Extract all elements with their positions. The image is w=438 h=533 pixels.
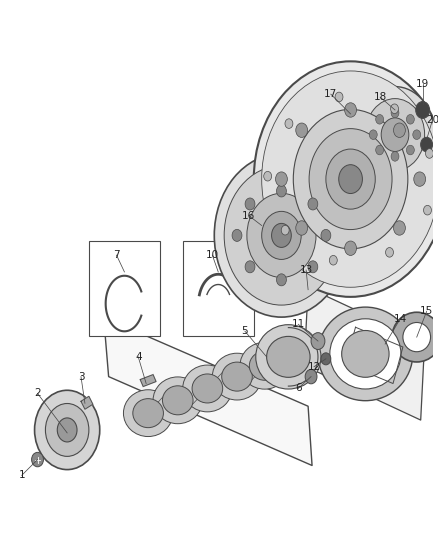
Text: 16: 16 bbox=[242, 211, 255, 221]
Circle shape bbox=[35, 390, 100, 470]
Circle shape bbox=[245, 261, 255, 273]
Circle shape bbox=[309, 128, 392, 230]
Circle shape bbox=[329, 255, 337, 265]
Polygon shape bbox=[140, 375, 156, 386]
Ellipse shape bbox=[162, 386, 193, 415]
Circle shape bbox=[381, 118, 409, 151]
Circle shape bbox=[345, 241, 357, 255]
Text: 20: 20 bbox=[426, 115, 438, 125]
Circle shape bbox=[321, 229, 331, 241]
Circle shape bbox=[281, 225, 289, 235]
Circle shape bbox=[416, 102, 430, 118]
Circle shape bbox=[57, 418, 77, 442]
Circle shape bbox=[264, 172, 272, 181]
Polygon shape bbox=[304, 288, 424, 420]
Circle shape bbox=[385, 247, 393, 257]
Circle shape bbox=[339, 165, 362, 193]
Circle shape bbox=[424, 205, 431, 215]
Ellipse shape bbox=[318, 307, 413, 401]
Circle shape bbox=[391, 104, 399, 114]
Text: 12: 12 bbox=[307, 362, 321, 372]
Circle shape bbox=[420, 138, 433, 152]
Circle shape bbox=[32, 453, 43, 467]
Ellipse shape bbox=[403, 322, 431, 352]
Text: 2: 2 bbox=[34, 389, 41, 398]
Circle shape bbox=[391, 108, 399, 118]
Circle shape bbox=[296, 123, 307, 138]
Text: 11: 11 bbox=[292, 319, 305, 329]
Circle shape bbox=[376, 145, 384, 155]
Circle shape bbox=[293, 109, 408, 249]
Circle shape bbox=[376, 115, 384, 124]
Circle shape bbox=[296, 221, 307, 235]
Circle shape bbox=[245, 198, 255, 210]
Text: 17: 17 bbox=[324, 89, 337, 99]
Circle shape bbox=[308, 261, 318, 273]
Circle shape bbox=[276, 172, 287, 187]
Ellipse shape bbox=[222, 362, 252, 391]
Ellipse shape bbox=[192, 374, 223, 403]
Text: 15: 15 bbox=[420, 306, 433, 317]
Circle shape bbox=[356, 86, 434, 183]
Ellipse shape bbox=[342, 330, 389, 377]
Circle shape bbox=[365, 99, 424, 171]
Text: 14: 14 bbox=[393, 314, 406, 325]
Text: 7: 7 bbox=[113, 250, 120, 260]
Circle shape bbox=[232, 229, 242, 241]
Polygon shape bbox=[346, 327, 403, 384]
Circle shape bbox=[414, 172, 426, 187]
Circle shape bbox=[406, 115, 414, 124]
Text: 3: 3 bbox=[78, 372, 84, 382]
Ellipse shape bbox=[392, 312, 438, 362]
Circle shape bbox=[406, 145, 414, 155]
Circle shape bbox=[369, 130, 377, 140]
Circle shape bbox=[261, 71, 438, 287]
Circle shape bbox=[345, 103, 357, 117]
Circle shape bbox=[254, 61, 438, 297]
Circle shape bbox=[276, 274, 286, 286]
Circle shape bbox=[224, 166, 339, 305]
Text: 13: 13 bbox=[300, 265, 313, 275]
Bar bbox=[183, 241, 254, 336]
Ellipse shape bbox=[240, 342, 290, 389]
Circle shape bbox=[46, 403, 89, 456]
Circle shape bbox=[308, 198, 318, 210]
Circle shape bbox=[276, 185, 286, 197]
Ellipse shape bbox=[133, 399, 163, 427]
Circle shape bbox=[272, 223, 291, 247]
Circle shape bbox=[305, 369, 317, 384]
Ellipse shape bbox=[256, 325, 321, 389]
Text: 19: 19 bbox=[416, 79, 429, 90]
Ellipse shape bbox=[212, 353, 261, 400]
Ellipse shape bbox=[267, 336, 310, 377]
Circle shape bbox=[311, 333, 325, 350]
Circle shape bbox=[413, 130, 420, 140]
Text: 5: 5 bbox=[242, 326, 248, 336]
Circle shape bbox=[326, 149, 375, 209]
Text: 6: 6 bbox=[295, 383, 301, 393]
Ellipse shape bbox=[249, 351, 280, 380]
Circle shape bbox=[247, 193, 316, 278]
Ellipse shape bbox=[124, 390, 173, 437]
Circle shape bbox=[321, 353, 331, 365]
Ellipse shape bbox=[183, 365, 232, 412]
Text: 1: 1 bbox=[18, 470, 25, 480]
Text: 10: 10 bbox=[206, 250, 219, 260]
Polygon shape bbox=[81, 397, 93, 409]
Circle shape bbox=[391, 151, 399, 161]
Circle shape bbox=[214, 154, 349, 317]
Ellipse shape bbox=[330, 319, 401, 389]
Bar bbox=[89, 241, 160, 336]
Circle shape bbox=[285, 119, 293, 128]
Text: 4: 4 bbox=[135, 352, 141, 362]
Polygon shape bbox=[104, 317, 312, 465]
Text: 18: 18 bbox=[374, 92, 387, 102]
Ellipse shape bbox=[153, 377, 202, 424]
Circle shape bbox=[335, 92, 343, 102]
Circle shape bbox=[393, 221, 406, 235]
Circle shape bbox=[393, 123, 406, 138]
Circle shape bbox=[425, 149, 434, 158]
Circle shape bbox=[261, 212, 301, 260]
